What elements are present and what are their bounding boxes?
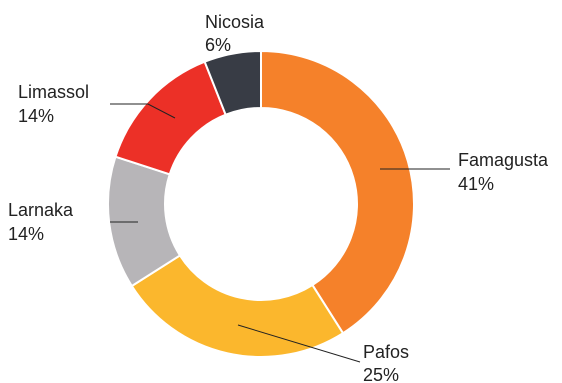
label-pafos-name: Pafos	[363, 342, 409, 362]
label-pafos-value: 25%	[363, 365, 399, 383]
label-larnaka-name: Larnaka	[8, 200, 74, 220]
slice-nicosia	[203, 49, 262, 117]
label-limassol-name: Limassol	[18, 82, 89, 102]
leader-line-limassol	[110, 103, 176, 119]
label-famagusta-name: Famagusta	[458, 150, 549, 170]
slice-limassol	[114, 60, 227, 176]
slice-pafos	[130, 254, 345, 358]
leader-lines-group	[110, 103, 450, 363]
label-nicosia-value: 6%	[205, 35, 231, 55]
label-nicosia-name: Nicosia	[205, 12, 265, 32]
slice-famagusta	[260, 49, 415, 335]
label-larnaka-value: 14%	[8, 224, 44, 244]
label-limassol-value: 14%	[18, 106, 54, 126]
leader-line-pafos	[237, 324, 361, 363]
label-famagusta-value: 41%	[458, 174, 494, 194]
slices-group	[107, 49, 415, 358]
